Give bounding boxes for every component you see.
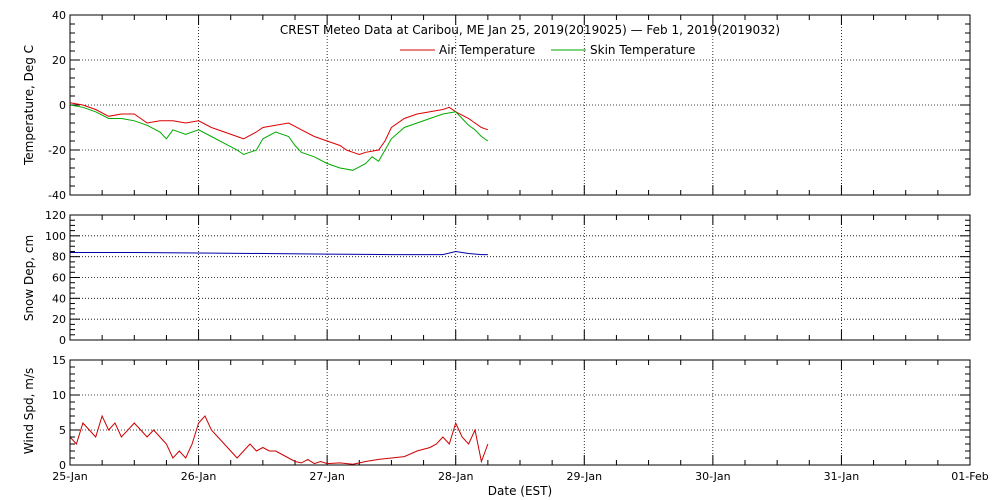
x-tick-label: 29-Jan: [567, 470, 603, 483]
y-tick-label: 0: [59, 99, 66, 112]
series-line-0-0: [69, 102, 489, 156]
x-label: Date (EST): [488, 484, 552, 498]
series-line-0-1: [69, 104, 489, 171]
x-tick-label: 01-Feb: [951, 470, 988, 483]
y-tick-label: -20: [48, 144, 66, 157]
series-line-2-0: [69, 414, 489, 465]
y-label-temperature: Temperature, Deg C: [22, 45, 36, 166]
x-tick-label: 31-Jan: [824, 470, 860, 483]
chart-title: CREST Meteo Data at Caribou, ME Jan 25, …: [280, 23, 780, 37]
plot-frame: [69, 14, 971, 196]
y-tick-label: 40: [52, 292, 66, 305]
x-tick-label: 30-Jan: [695, 470, 731, 483]
y-tick-label: 40: [52, 9, 66, 22]
panel-1: 0 20 40 60 80 100 120: [45, 209, 971, 347]
plot-frame: [69, 359, 971, 466]
legend: Air Temperature Skin Temperature: [400, 43, 695, 57]
x-tick-label: 27-Jan: [309, 470, 345, 483]
y-tick-label: 20: [52, 313, 66, 326]
y-tick-label: 10: [52, 389, 66, 402]
series-line-1-0: [70, 250, 488, 256]
plot-frame: [69, 214, 971, 341]
y-tick-label: 60: [52, 272, 66, 285]
panel-0: -40 -20 0 20 40: [48, 9, 971, 202]
y-tick-label: 0: [59, 334, 66, 347]
y-tick-label: 20: [52, 54, 66, 67]
x-tick-label: 28-Jan: [438, 470, 474, 483]
y-label-wind: Wind Spd, m/s: [22, 368, 36, 454]
legend-skin-label: Skin Temperature: [590, 43, 695, 57]
y-tick-label: -40: [48, 189, 66, 202]
y-label-snow: Snow Dep, cm: [22, 235, 36, 321]
panel-2: 0 5 10 15: [52, 354, 971, 472]
legend-air-label: Air Temperature: [439, 43, 535, 57]
y-tick-label: 100: [45, 230, 66, 243]
y-tick-label: 5: [59, 424, 66, 437]
x-tick-label: 25-Jan: [52, 470, 88, 483]
y-tick-label: 15: [52, 354, 66, 367]
y-tick-label: 120: [45, 209, 66, 222]
y-tick-label: 0: [59, 459, 66, 472]
x-tick-label: 26-Jan: [181, 470, 217, 483]
y-tick-label: 80: [52, 251, 66, 264]
